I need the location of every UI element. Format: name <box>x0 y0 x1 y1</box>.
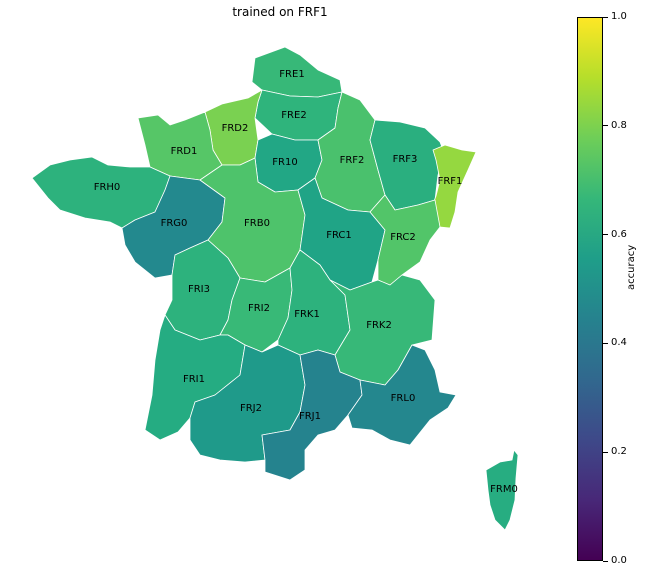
region-frf1 <box>429 144 477 229</box>
region-label-fr10: FR10 <box>272 157 297 168</box>
region-frk2 <box>329 274 436 386</box>
region-label-frc2: FRC2 <box>390 232 416 243</box>
map-title: trained on FRF1 <box>232 5 328 19</box>
region-frl0 <box>347 344 457 446</box>
region-frm0 <box>485 449 519 531</box>
colorbar-tick-label: 0.6 <box>611 228 627 240</box>
region-label-frm0: FRM0 <box>490 484 518 495</box>
region-label-frj1: FRJ1 <box>299 411 321 422</box>
colorbar <box>577 17 603 561</box>
region-frc2 <box>369 194 441 286</box>
colorbar-tick <box>603 451 608 453</box>
region-label-fri1: FRI1 <box>183 374 205 385</box>
region-label-frd1: FRD1 <box>171 146 198 157</box>
region-label-frb0: FRB0 <box>244 218 270 229</box>
region-label-frd2: FRD2 <box>222 123 249 134</box>
region-label-frg0: FRG0 <box>161 218 188 229</box>
region-label-fri2: FRI2 <box>248 303 270 314</box>
colorbar-tick <box>603 234 608 236</box>
colorbar-tick-label: 0.0 <box>611 555 627 566</box>
colorbar-tick <box>603 125 608 127</box>
region-label-frj2: FRJ2 <box>240 403 262 414</box>
colorbar-tick <box>603 560 608 562</box>
region-label-frk1: FRK1 <box>294 309 320 320</box>
france-region-map: FRE1 FRE2 FRD2 FRD1 FR10 FRF2 FRF3 FRF1 FRH0 FRG0… <box>31 46 519 531</box>
region-label-frf2: FRF2 <box>340 155 365 166</box>
region-label-frk2: FRK2 <box>366 320 392 331</box>
region-label-frl0: FRL0 <box>391 393 416 404</box>
region-label-frf3: FRF3 <box>393 154 418 165</box>
colorbar-tick-label: 0.4 <box>611 337 627 349</box>
region-label-fre1: FRE1 <box>279 69 304 80</box>
colorbar-tick <box>603 342 608 344</box>
colorbar-label: accuracy <box>626 244 637 290</box>
region-label-frf1: FRF1 <box>438 176 463 187</box>
region-label-fre2: FRE2 <box>281 110 306 121</box>
region-label-frh0: FRH0 <box>94 182 121 193</box>
colorbar-tick-label: 1.0 <box>611 11 627 22</box>
region-frj1 <box>261 349 363 481</box>
colorbar-tick-label: 0.2 <box>611 446 627 458</box>
colorbar-tick-label: 0.8 <box>611 119 627 131</box>
colorbar-tick <box>603 16 608 18</box>
region-label-frc1: FRC1 <box>326 230 352 241</box>
region-label-fri3: FRI3 <box>188 284 210 295</box>
